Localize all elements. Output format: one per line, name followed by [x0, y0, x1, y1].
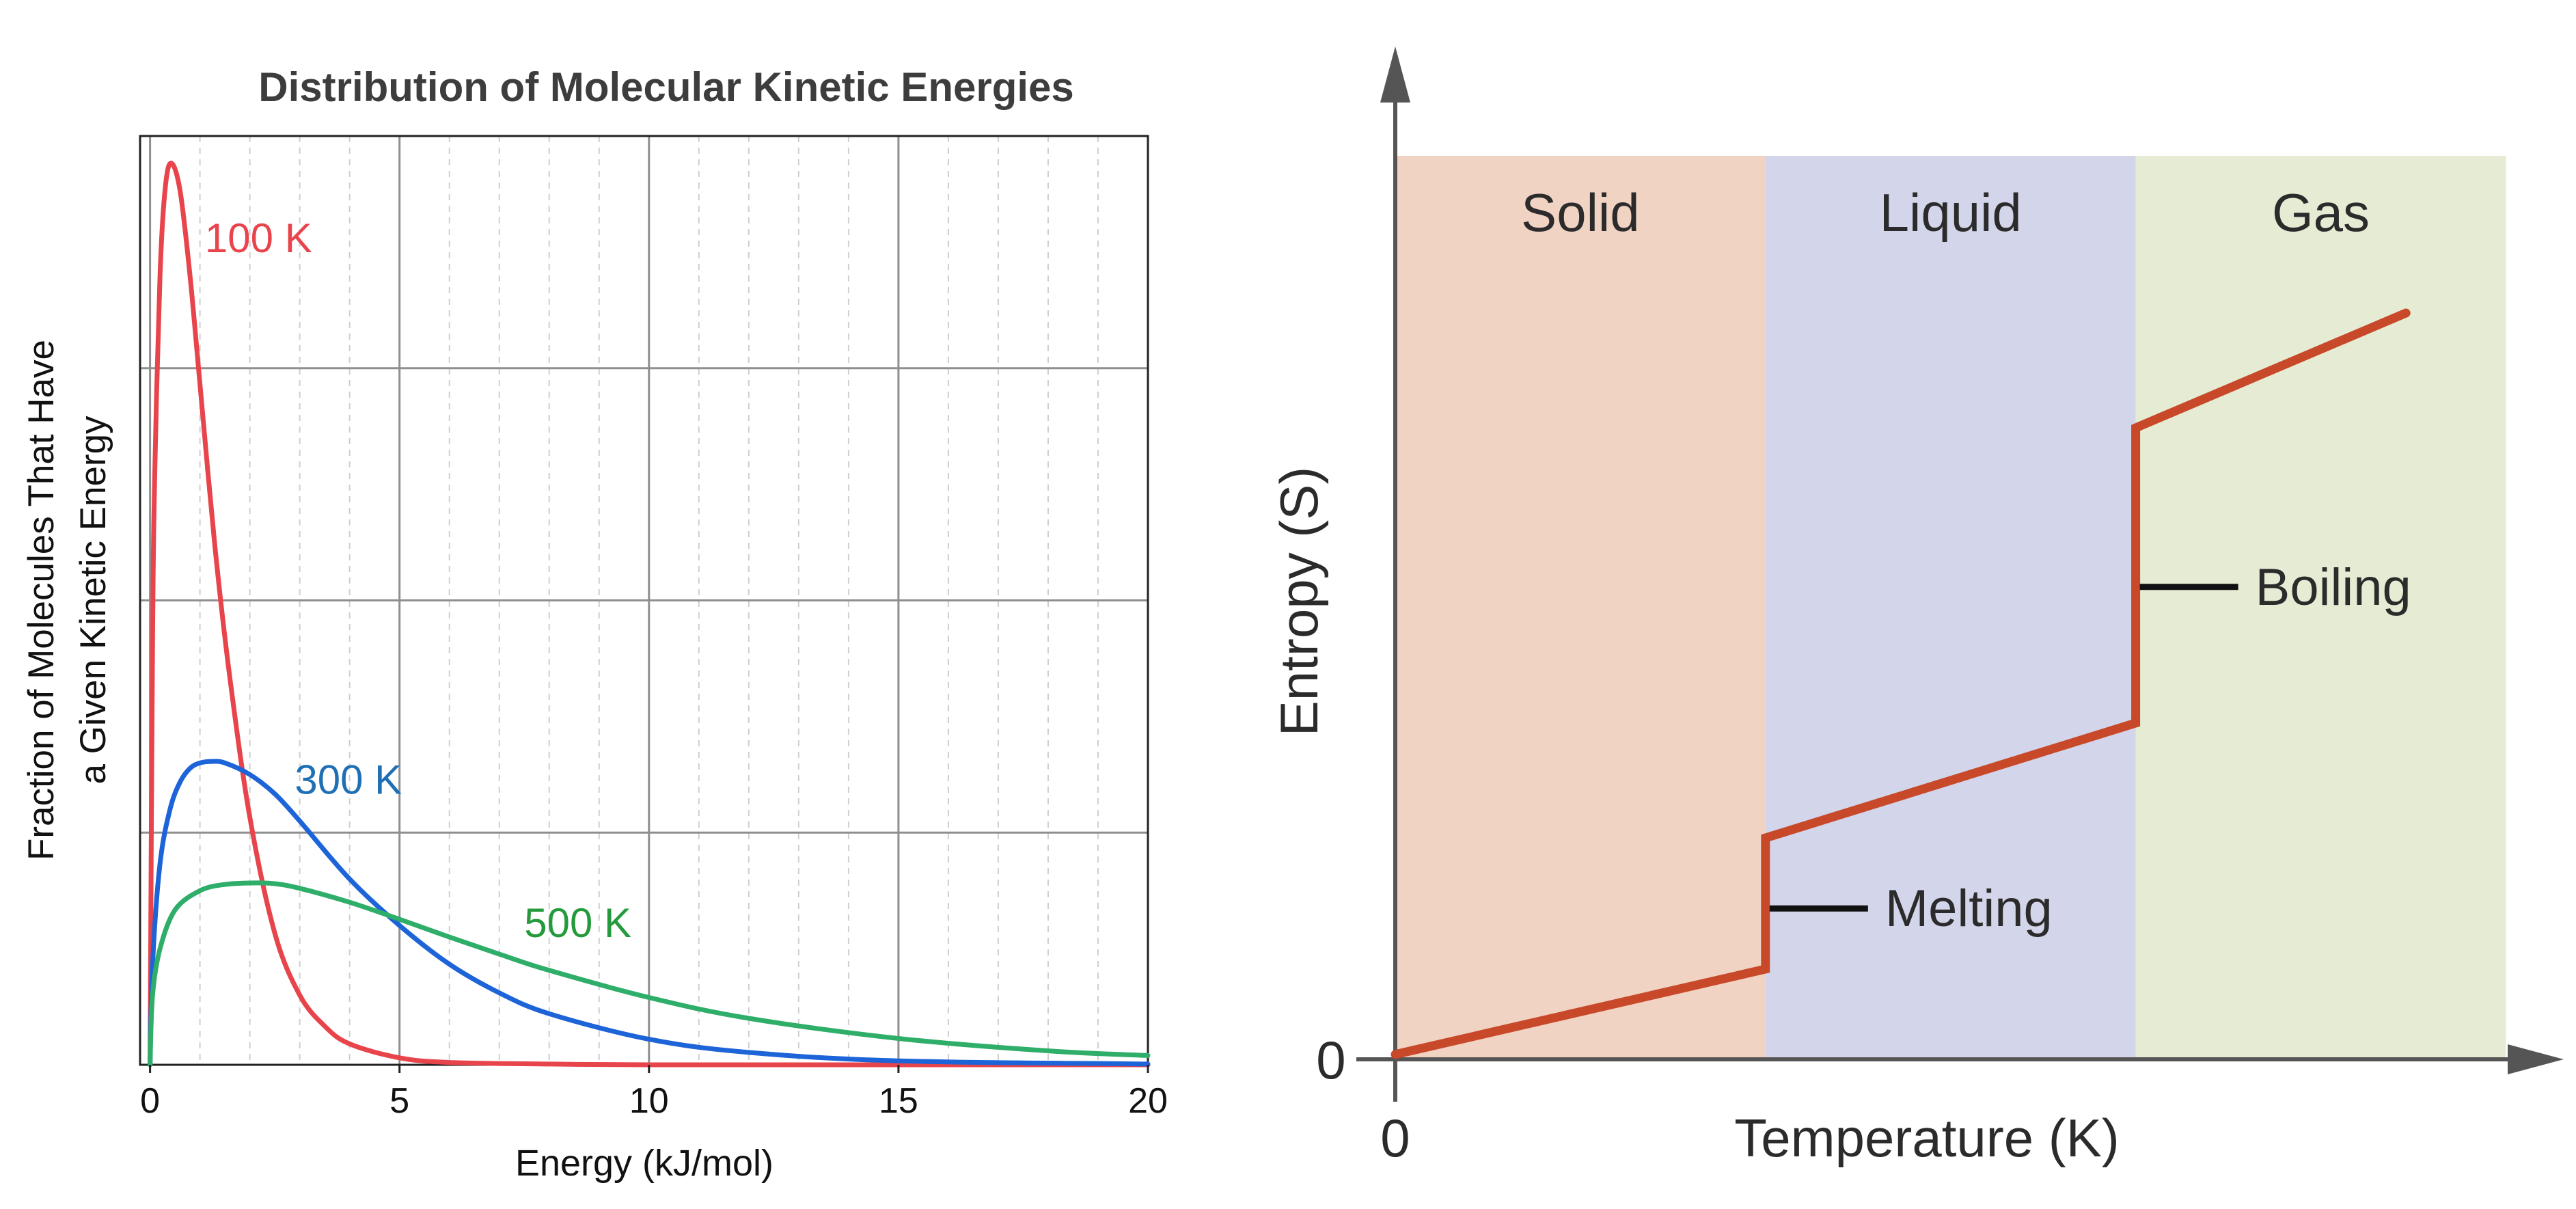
series-label: 300 K	[294, 757, 402, 803]
phase-region-solid	[1395, 156, 1766, 1059]
chart1-y-axis-label-line2: a Given Kinetic Energy	[73, 416, 113, 785]
chart1-y-axis-label-line1: Fraction of Molecules That Have	[21, 340, 61, 860]
x-axis-arrow-icon	[2508, 1044, 2564, 1074]
series-line-500k	[148, 880, 1151, 1068]
series-label: 100 K	[205, 215, 312, 261]
x-tick-label: 20	[1128, 1081, 1168, 1121]
x-tick-label: 15	[879, 1081, 918, 1121]
series-line-100k	[148, 161, 1151, 1068]
phase-regions	[1395, 156, 2506, 1059]
entropy-y-axis-label: Entropy (S)	[1269, 467, 1329, 736]
entropy-axes	[1356, 46, 2564, 1102]
chart1-series-layer	[148, 161, 1151, 1068]
annotation-melting: Melting	[1885, 880, 2053, 938]
entropy-x-axis-label: Temperature (K)	[1734, 1108, 2120, 1168]
series-line-300k	[148, 759, 1151, 1068]
chart1-series-labels: 100 K 300 K 500 K	[205, 215, 631, 946]
x-tick-label: 0	[140, 1081, 160, 1121]
phase-label-solid: Solid	[1521, 182, 1639, 243]
chart1-x-axis-label: Energy (kJ/mol)	[515, 1143, 773, 1184]
chart1-x-ticks: 0 5 10 15 20	[140, 1065, 1168, 1121]
entropy-series-layer	[1390, 308, 2411, 1059]
phase-labels: Solid Liquid Gas	[1521, 182, 2370, 243]
entropy-chart: Solid Liquid Gas Melting Boiling 0 0 Temper…	[1269, 46, 2564, 1168]
chart1-y-axis-label: Fraction of Molecules That Have a Given …	[21, 340, 113, 860]
x-tick-label: 10	[629, 1081, 669, 1121]
distribution-chart: Distribution of Molecular Kinetic Energi…	[21, 64, 1168, 1184]
y-axis-arrow-icon	[1380, 46, 1410, 103]
chart1-grid	[140, 136, 1148, 1065]
phase-label-gas: Gas	[2272, 182, 2370, 243]
phase-label-liquid: Liquid	[1880, 182, 2022, 243]
chart1-title: Distribution of Molecular Kinetic Energi…	[258, 64, 1074, 110]
phase-transition-annotations: Melting Boiling	[1769, 558, 2411, 938]
phase-region-gas	[2135, 156, 2506, 1059]
x-tick-label: 5	[389, 1081, 409, 1121]
entropy-line	[1390, 308, 2411, 1059]
annotation-boiling: Boiling	[2256, 558, 2411, 616]
entropy-x-tick-0: 0	[1380, 1108, 1410, 1168]
series-label: 500 K	[524, 900, 631, 946]
entropy-y-tick-0: 0	[1316, 1030, 1345, 1090]
